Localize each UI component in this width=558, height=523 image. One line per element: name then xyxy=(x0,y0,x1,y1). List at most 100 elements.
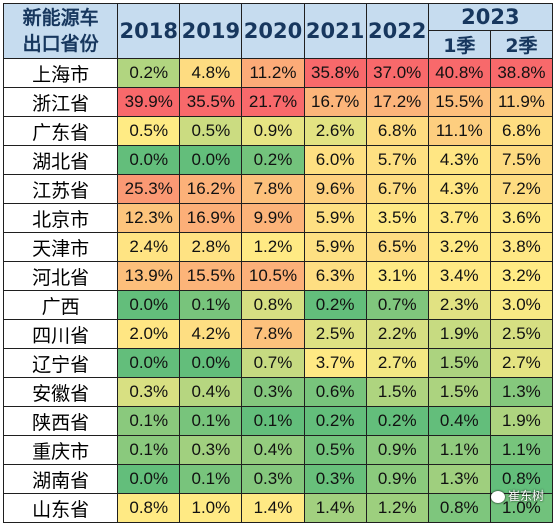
value-cell: 0.3% xyxy=(179,435,243,465)
export-share-table: 新能源车 出口省份 2018 2019 2020 2021 2022 2023 … xyxy=(2,3,554,523)
quarter-header-q1: 1季 xyxy=(427,30,491,59)
value-cell: 0.0% xyxy=(179,348,243,378)
value-cell: 16.9% xyxy=(179,203,243,233)
value-cell: 0.1% xyxy=(117,406,181,436)
value-cell: 15.5% xyxy=(427,87,491,117)
value-cell: 0.2% xyxy=(117,58,181,88)
value-cell: 4.2% xyxy=(179,319,243,349)
province-label: 重庆市 xyxy=(2,435,119,465)
value-cell: 0.0% xyxy=(117,145,181,175)
value-cell: 0.1% xyxy=(241,406,305,436)
value-cell: 9.6% xyxy=(303,174,367,204)
value-cell: 0.6% xyxy=(303,377,367,407)
value-cell: 7.2% xyxy=(489,174,554,204)
value-cell: 35.5% xyxy=(179,87,243,117)
value-cell: 2.5% xyxy=(303,319,367,349)
value-cell: 3.5% xyxy=(365,203,429,233)
value-cell: 2.6% xyxy=(303,116,367,146)
table-row: 江苏省 25.3% 16.2% 7.8% 9.6% 6.7% 4.3% 7.2% xyxy=(2,174,554,204)
province-label: 安徽省 xyxy=(2,377,119,407)
value-cell: 0.8% xyxy=(241,290,305,320)
value-cell: 1.0% xyxy=(179,493,243,523)
value-cell: 0.2% xyxy=(365,406,429,436)
value-cell: 12.3% xyxy=(117,203,181,233)
value-cell: 0.7% xyxy=(365,290,429,320)
value-cell: 1.1% xyxy=(427,435,491,465)
value-cell: 3.2% xyxy=(427,232,491,262)
value-cell: 3.1% xyxy=(365,261,429,291)
value-cell: 2.7% xyxy=(365,348,429,378)
value-cell: 5.9% xyxy=(303,203,367,233)
table-row: 重庆市 0.1% 0.3% 0.4% 0.5% 0.9% 1.1% 1.1% xyxy=(2,435,554,465)
value-cell: 16.7% xyxy=(303,87,367,117)
province-label: 江苏省 xyxy=(2,174,119,204)
table-body: 上海市 0.2% 4.8% 11.2% 35.8% 37.0% 40.8% 38.8% 浙江省 3… xyxy=(2,58,554,523)
value-cell: 0.8% xyxy=(427,493,491,523)
value-cell: 2.7% xyxy=(489,348,554,378)
province-label: 广西 xyxy=(2,290,119,320)
value-cell: 4.8% xyxy=(179,58,243,88)
value-cell: 15.5% xyxy=(179,261,243,291)
value-cell: 3.2% xyxy=(489,261,554,291)
value-cell: 1.1% xyxy=(489,435,554,465)
value-cell: 0.5% xyxy=(117,116,181,146)
value-cell: 3.0% xyxy=(489,290,554,320)
table-row: 上海市 0.2% 4.8% 11.2% 35.8% 37.0% 40.8% 38.8% xyxy=(2,58,554,88)
table-row: 湖北省 0.0% 0.0% 0.2% 6.0% 5.7% 4.3% 7.5% xyxy=(2,145,554,175)
value-cell: 0.9% xyxy=(365,435,429,465)
value-cell: 17.2% xyxy=(365,87,429,117)
value-cell: 0.4% xyxy=(427,406,491,436)
value-cell: 13.9% xyxy=(117,261,181,291)
value-cell: 3.4% xyxy=(427,261,491,291)
value-cell: 0.7% xyxy=(241,348,305,378)
value-cell: 3.7% xyxy=(303,348,367,378)
province-label: 湖南省 xyxy=(2,464,119,494)
value-cell: 0.3% xyxy=(241,464,305,494)
value-cell: 3.8% xyxy=(489,232,554,262)
value-cell: 1.5% xyxy=(427,348,491,378)
value-cell: 0.3% xyxy=(117,377,181,407)
province-label: 天津市 xyxy=(2,232,119,262)
value-cell: 0.2% xyxy=(303,406,367,436)
value-cell: 6.7% xyxy=(365,174,429,204)
value-cell: 1.3% xyxy=(427,464,491,494)
value-cell: 2.8% xyxy=(179,232,243,262)
table-row: 陕西省 0.1% 0.1% 0.1% 0.2% 0.2% 0.4% 1.9% xyxy=(2,406,554,436)
value-cell: 0.5% xyxy=(303,435,367,465)
value-cell: 0.0% xyxy=(117,290,181,320)
value-cell: 11.2% xyxy=(241,58,305,88)
value-cell: 39.9% xyxy=(117,87,181,117)
wechat-icon xyxy=(490,490,505,503)
quarter-header-q2: 2季 xyxy=(489,30,554,59)
value-cell: 0.8% xyxy=(117,493,181,523)
value-cell: 2.3% xyxy=(427,290,491,320)
value-cell: 1.4% xyxy=(303,493,367,523)
value-cell: 1.3% xyxy=(489,377,554,407)
value-cell: 0.3% xyxy=(241,377,305,407)
value-cell: 5.9% xyxy=(303,232,367,262)
value-cell: 7.8% xyxy=(241,319,305,349)
value-cell: 3.7% xyxy=(427,203,491,233)
value-cell: 9.9% xyxy=(241,203,305,233)
value-cell: 40.8% xyxy=(427,58,491,88)
table-row: 广西 0.0% 0.1% 0.8% 0.2% 0.7% 2.3% 3.0% xyxy=(2,290,554,320)
value-cell: 6.0% xyxy=(303,145,367,175)
value-cell: 0.2% xyxy=(241,145,305,175)
value-cell: 0.9% xyxy=(365,464,429,494)
value-cell: 3.6% xyxy=(489,203,554,233)
province-label: 辽宁省 xyxy=(2,348,119,378)
value-cell: 6.3% xyxy=(303,261,367,291)
value-cell: 1.5% xyxy=(427,377,491,407)
value-cell: 2.2% xyxy=(365,319,429,349)
value-cell: 21.7% xyxy=(241,87,305,117)
year-header-2021: 2021 xyxy=(303,3,367,59)
table-row: 山东省 0.8% 1.0% 1.4% 1.4% 1.2% 0.8% 1.0% xyxy=(2,493,554,523)
watermark-text: 崔东树 xyxy=(507,489,544,503)
table-row: 四川省 2.0% 4.2% 7.8% 2.5% 2.2% 1.9% 2.5% xyxy=(2,319,554,349)
province-label: 湖北省 xyxy=(2,145,119,175)
table-row: 安徽省 0.3% 0.4% 0.3% 0.6% 1.5% 1.5% 1.3% xyxy=(2,377,554,407)
value-cell: 1.9% xyxy=(427,319,491,349)
province-label: 陕西省 xyxy=(2,406,119,436)
corner-header-line2: 出口省份 xyxy=(22,33,99,55)
value-cell: 7.5% xyxy=(489,145,554,175)
